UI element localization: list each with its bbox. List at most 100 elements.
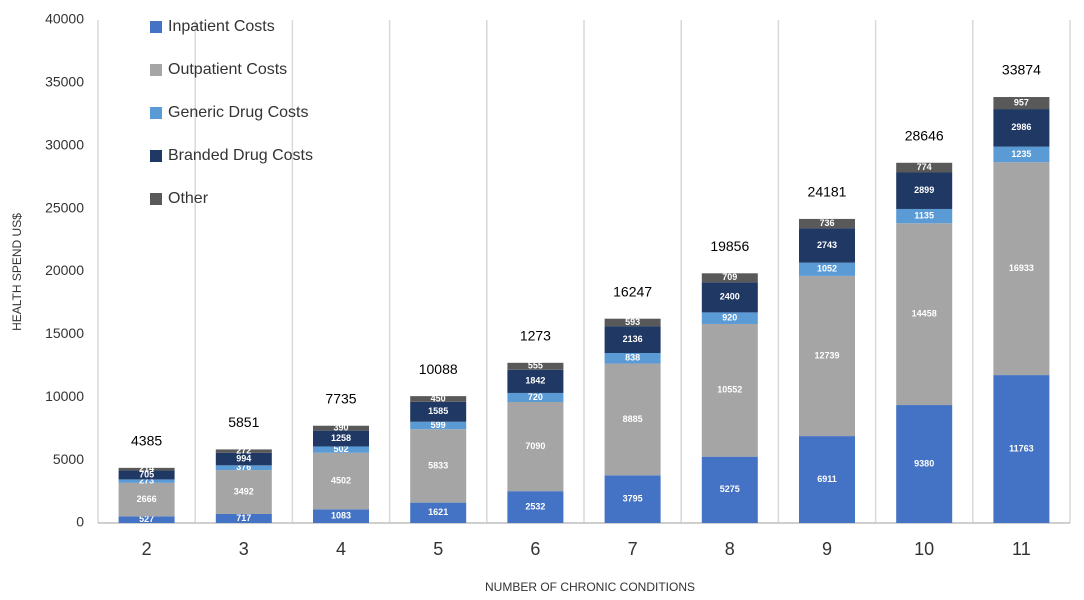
segment-label: 214 <box>139 464 154 474</box>
total-label: 19856 <box>710 238 749 254</box>
bar-segment <box>313 446 369 453</box>
segment-label: 1258 <box>331 433 351 443</box>
bar-segment <box>507 392 564 403</box>
bar-segment <box>604 318 661 327</box>
segment-label: 5833 <box>428 460 448 470</box>
segment-label: 450 <box>431 393 446 403</box>
x-tick-label: 11 <box>1012 539 1031 559</box>
bar-segment <box>215 449 272 453</box>
x-tick-label: 5 <box>433 539 443 559</box>
segment-label: 593 <box>625 317 640 327</box>
segment-label: 2532 <box>525 501 545 511</box>
total-label: 1273 <box>520 328 551 344</box>
bar-segment <box>313 452 369 510</box>
segment-label: 1842 <box>525 376 545 386</box>
bar-segment <box>896 172 953 209</box>
segment-label: 920 <box>722 313 737 323</box>
total-label: 28646 <box>905 127 944 143</box>
segment-label: 9380 <box>914 458 934 468</box>
bar-segment <box>896 223 953 406</box>
total-label: 7735 <box>325 390 356 406</box>
bar-segment <box>410 502 467 523</box>
bar-segment <box>410 401 467 422</box>
total-label: 5851 <box>228 414 259 430</box>
bar-segment <box>799 218 855 229</box>
x-tick-label: 8 <box>725 539 735 559</box>
y-tick-label: 35000 <box>45 74 84 90</box>
segment-label: 527 <box>139 514 154 524</box>
segment-label: 14458 <box>912 309 937 319</box>
segment-label: 376 <box>236 462 251 472</box>
bar-segment <box>896 162 953 173</box>
segment-label: 16933 <box>1009 263 1034 273</box>
segment-label: 957 <box>1014 97 1029 107</box>
bar-segment <box>118 482 175 517</box>
bar-segment <box>215 465 272 471</box>
segment-label: 2666 <box>137 494 157 504</box>
legend-label: Generic Drug Costs <box>168 104 309 121</box>
bar-segment <box>701 456 758 523</box>
x-tick-label: 6 <box>530 539 540 559</box>
bar-segment <box>799 436 855 523</box>
bar-segment <box>993 162 1050 376</box>
segment-label: 8885 <box>623 414 643 424</box>
bar-segment <box>118 479 175 483</box>
bar-segment <box>507 491 564 523</box>
segment-label: 1585 <box>428 406 448 416</box>
y-tick-label: 30000 <box>45 136 84 152</box>
segment-label: 6911 <box>817 474 837 484</box>
total-label: 4385 <box>131 433 162 449</box>
x-axis-title: NUMBER OF CHRONIC CONDITIONS <box>485 580 695 594</box>
segment-label: 2986 <box>1011 122 1031 132</box>
legend-label: Branded Drug Costs <box>168 147 313 164</box>
y-tick-label: 25000 <box>45 199 84 215</box>
segment-label: 273 <box>139 476 154 486</box>
bar-segment <box>410 421 467 430</box>
bar-segment <box>410 429 467 503</box>
segment-label: 838 <box>625 353 640 363</box>
segment-label: 1052 <box>817 264 837 274</box>
y-tick-label: 10000 <box>45 388 84 404</box>
bar-segment <box>896 405 953 523</box>
bar-segment <box>118 516 175 523</box>
segment-label: 1083 <box>331 511 351 521</box>
legend-swatch <box>150 150 162 162</box>
segment-label: 705 <box>139 469 154 479</box>
bar-segment <box>799 228 855 263</box>
bar-segment <box>701 312 758 324</box>
segment-label: 1621 <box>428 507 448 517</box>
x-tick-label: 10 <box>914 539 934 559</box>
segment-label: 555 <box>528 361 543 371</box>
bar-segment <box>604 326 661 354</box>
legend-label: Outpatient Costs <box>168 61 287 78</box>
segment-label: 272 <box>236 446 251 456</box>
y-tick-label: 5000 <box>53 451 84 467</box>
total-label: 16247 <box>613 283 652 299</box>
segment-label: 2743 <box>817 240 837 250</box>
x-tick-label: 4 <box>336 539 346 559</box>
bar-segment <box>701 323 758 457</box>
segment-label: 12739 <box>814 350 839 360</box>
y-axis-title: HEALTH SPEND US$ <box>10 213 24 331</box>
segment-label: 7090 <box>525 441 545 451</box>
segment-label: 2136 <box>623 334 643 344</box>
bar-segment <box>507 369 564 393</box>
bar-segment <box>896 208 953 224</box>
segment-label: 720 <box>528 392 543 402</box>
bar-segment <box>604 363 661 476</box>
segment-label: 4502 <box>331 475 351 485</box>
bar-segment <box>313 425 369 431</box>
y-tick-label: 20000 <box>45 262 84 278</box>
segment-label: 10552 <box>717 385 742 395</box>
x-tick-label: 9 <box>822 539 832 559</box>
bar-segment <box>993 109 1050 147</box>
segment-label: 3492 <box>234 486 254 496</box>
segment-label: 1135 <box>914 210 934 220</box>
bar-segment <box>993 375 1050 523</box>
bar-segment <box>993 146 1050 163</box>
x-tick-label: 7 <box>628 539 638 559</box>
legend-label: Other <box>168 190 209 207</box>
bar-segment <box>313 509 369 523</box>
segment-label: 5275 <box>720 484 740 494</box>
